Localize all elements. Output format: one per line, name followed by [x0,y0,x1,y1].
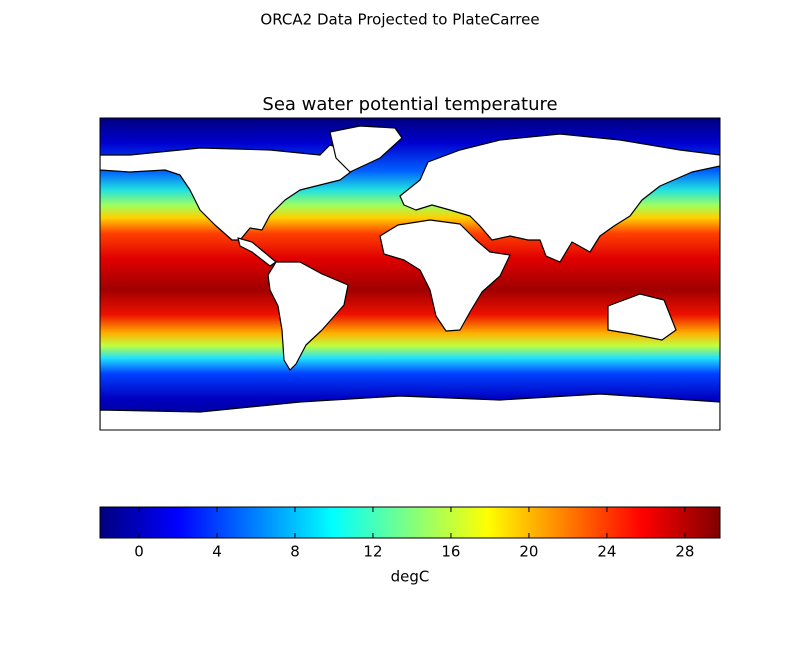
south-america [267,261,349,371]
colorbar-label: degC [391,568,430,586]
colorbar-tick-label: 16 [441,543,460,561]
north-america [100,144,361,241]
australia [607,293,677,341]
colorbar-tick-label: 12 [363,543,382,561]
colorbar-tick-label: 4 [212,543,222,561]
colorbar-tick-label: 24 [597,543,616,561]
africa [379,219,511,332]
map-title: Sea water potential temperature [262,94,557,115]
eurasia [399,133,720,263]
figure-title: ORCA2 Data Projected to PlateCarree [260,11,539,29]
colorbar [99,506,721,539]
central-america [237,237,277,267]
map-frame [99,117,721,431]
map [100,118,720,430]
antarctica [100,393,720,430]
colorbar-tick-label: 20 [519,543,538,561]
colorbar-tick-label: 28 [675,543,694,561]
greenland [329,125,403,173]
colorbar-tick-label: 0 [134,543,144,561]
colorbar-tick-label: 8 [290,543,300,561]
